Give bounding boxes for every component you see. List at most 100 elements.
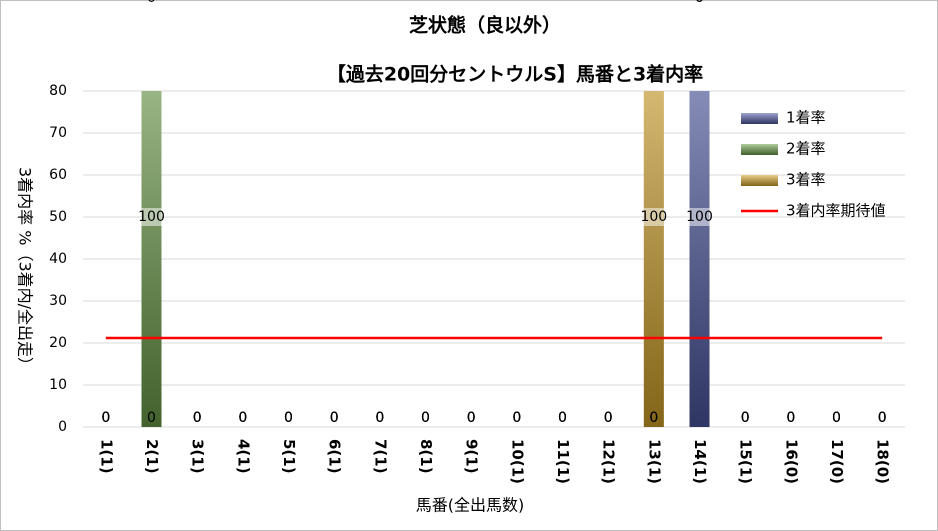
legend-label: 1着率 (786, 109, 826, 127)
x-tick-label: 1(1) (97, 439, 115, 474)
x-tick-label: 9(1) (463, 439, 481, 474)
data-label: 0 (878, 410, 887, 426)
x-tick-label: 16(0) (782, 439, 800, 484)
x-tick-label: 2(1) (143, 439, 161, 474)
y-tick-label: 0 (58, 419, 67, 435)
data-label: 0 (741, 410, 750, 426)
data-label: 0 (786, 410, 795, 426)
data-label: 0 (467, 410, 476, 426)
data-label: 0 (238, 410, 247, 426)
data-label: 0 (330, 410, 339, 426)
data-label: 0 (375, 410, 384, 426)
x-tick-label: 5(1) (280, 439, 298, 474)
data-label: 0 (193, 410, 202, 426)
data-label: 0 (512, 410, 521, 426)
data-label: 0 (238, 410, 247, 426)
y-tick-label: 50 (49, 209, 67, 225)
bar-shade (141, 91, 162, 427)
data-label: 0 (101, 410, 110, 426)
data-label: 0 (878, 410, 887, 426)
data-label: 0 (375, 410, 384, 426)
data-label: 0 (330, 410, 339, 426)
data-label: 0 (558, 410, 567, 426)
data-label: 0 (878, 410, 887, 426)
bar-shade (689, 91, 710, 427)
data-label: 0 (695, 0, 704, 6)
legend-swatch-shade (741, 175, 778, 186)
plot-area (141, 91, 710, 427)
data-label: 0 (375, 410, 384, 426)
data-label: 0 (512, 410, 521, 426)
x-tick-label: 15(1) (737, 439, 755, 484)
data-label: 0 (193, 410, 202, 426)
legend-label: 2着率 (786, 140, 826, 158)
legend-swatch-shade (741, 113, 778, 124)
data-label-bg (643, 208, 664, 226)
x-tick-label: 12(1) (600, 439, 618, 484)
x-axis-label: 馬番(全出馬数) (416, 496, 525, 515)
data-label-bg (141, 208, 162, 226)
data-label: 0 (604, 410, 613, 426)
data-label: 0 (421, 410, 430, 426)
data-label: 0 (604, 410, 613, 426)
y-tick-label: 10 (49, 377, 67, 393)
x-tick-label: 13(1) (645, 439, 663, 484)
bar-shade (643, 91, 664, 427)
data-label: 0 (649, 410, 658, 426)
data-label: 0 (649, 410, 658, 426)
data-label: 0 (284, 410, 293, 426)
data-label: 0 (786, 410, 795, 426)
data-label: 0 (467, 410, 476, 426)
data-label: 0 (741, 410, 750, 426)
legend-swatch-shade (741, 144, 778, 155)
data-label: 0 (147, 410, 156, 426)
x-tick-label: 17(0) (828, 439, 846, 484)
data-label: 0 (741, 410, 750, 426)
data-label: 0 (604, 410, 613, 426)
data-label: 0 (832, 410, 841, 426)
chart-title: 芝状態（良以外） (409, 14, 561, 37)
data-label: 0 (238, 410, 247, 426)
data-label: 0 (147, 0, 156, 6)
data-label-bg (689, 208, 710, 226)
data-label: 100 (138, 209, 165, 225)
y-tick-label: 20 (49, 335, 67, 351)
data-label: 0 (421, 410, 430, 426)
legend-label: 3着率 (786, 171, 826, 189)
data-label: 0 (101, 410, 110, 426)
data-label: 0 (421, 410, 430, 426)
data-label: 0 (284, 410, 293, 426)
data-label: 0 (330, 410, 339, 426)
y-tick-label: 80 (49, 83, 67, 99)
data-label: 0 (786, 410, 795, 426)
y-tick-label: 70 (49, 125, 67, 141)
data-label: 0 (467, 410, 476, 426)
y-axis-label: 3着内率 %（3着内/全出走） (16, 167, 35, 373)
data-label: 100 (686, 209, 713, 225)
data-label: 0 (695, 0, 704, 6)
x-tick-label: 7(1) (371, 439, 389, 474)
y-tick-label: 60 (49, 167, 67, 183)
data-label: 0 (512, 410, 521, 426)
data-label: 0 (101, 410, 110, 426)
y-tick-label: 40 (49, 251, 67, 267)
x-tick-label: 14(1) (691, 439, 709, 484)
x-tick-label: 11(1) (554, 439, 572, 484)
x-tick-label: 3(1) (189, 439, 207, 474)
x-tick-label: 8(1) (417, 439, 435, 474)
data-label: 0 (832, 410, 841, 426)
x-tick-label: 10(1) (508, 439, 526, 484)
x-tick-label: 18(0) (874, 439, 892, 484)
chart-subtitle: 【過去20回分セントウルS】馬番と3着内率 (327, 63, 703, 86)
data-label: 0 (558, 410, 567, 426)
data-label: 100 (640, 209, 667, 225)
x-tick-label: 4(1) (234, 439, 252, 474)
data-label: 0 (832, 410, 841, 426)
legend-label: 3着内率期待値 (786, 202, 886, 220)
data-label: 0 (193, 410, 202, 426)
x-tick-label: 6(1) (326, 439, 344, 474)
y-tick-label: 30 (49, 293, 67, 309)
data-label: 0 (558, 410, 567, 426)
data-label: 0 (284, 410, 293, 426)
